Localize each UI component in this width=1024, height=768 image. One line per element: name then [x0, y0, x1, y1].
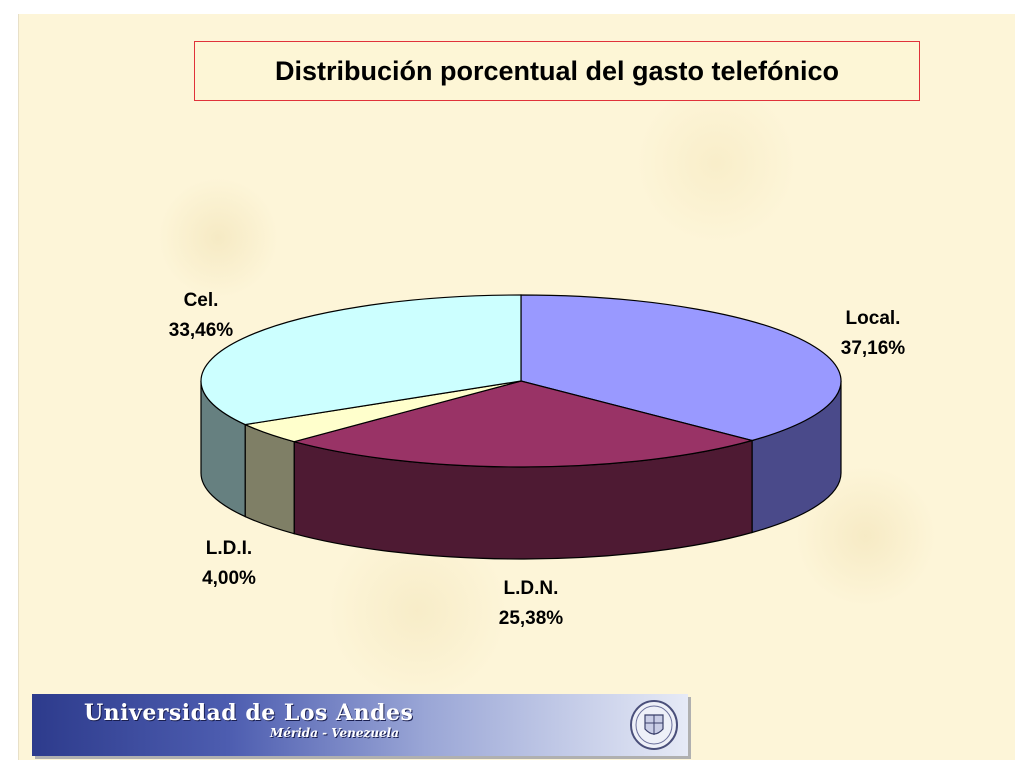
label-ldi-name: L.D.I.	[205, 538, 253, 559]
footer-banner: Universidad de Los Andes Mérida - Venezu…	[32, 694, 688, 756]
label-cel-value: 33,46%	[168, 320, 234, 341]
slice-cel	[200, 294, 522, 426]
label-ldi: L.D.I. 4,00%	[179, 534, 279, 594]
label-cel-name: Cel.	[183, 290, 219, 311]
label-local-value: 37,16%	[840, 338, 906, 359]
slice-local	[520, 294, 842, 442]
slice-ldi-side	[244, 423, 295, 535]
label-ldn-value: 25,38%	[498, 608, 564, 629]
slice-ldn	[291, 380, 755, 468]
label-ldn: L.D.N. 25,38%	[481, 574, 581, 634]
slide: Distribución porcentual del gasto telefó…	[18, 14, 1015, 760]
label-local: Local. 37,16%	[823, 304, 923, 364]
chart-title: Distribución porcentual del gasto telefó…	[194, 41, 920, 101]
label-cel: Cel. 33,46%	[151, 286, 251, 346]
pie-chart	[200, 294, 842, 560]
university-location: Mérida - Venezuela	[270, 726, 400, 740]
label-ldi-value: 4,00%	[202, 568, 256, 589]
label-ldn-name: L.D.N.	[503, 578, 559, 599]
label-local-name: Local.	[845, 308, 901, 329]
university-seal-icon	[630, 700, 678, 750]
university-name: Universidad de Los Andes	[84, 700, 414, 726]
